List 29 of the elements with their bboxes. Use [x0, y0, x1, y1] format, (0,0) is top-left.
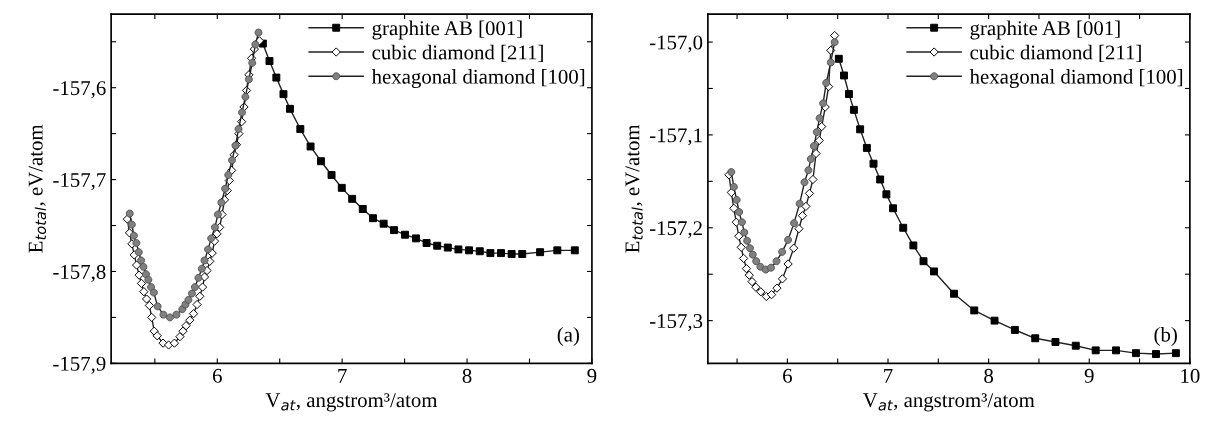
y-tick-label: -157,0 — [649, 35, 703, 53]
y-axis-title: E$_{total}$, eV/atom — [625, 124, 643, 253]
x-tick-label: 7 — [338, 369, 347, 383]
legend-label: graphite AB [001] — [372, 20, 522, 40]
y-tick-label: -157,9 — [53, 356, 106, 374]
legend-label: hexagonal diamond [100] — [969, 69, 1183, 89]
x-tick-label: 7 — [884, 369, 893, 383]
x-tick-label: 9 — [587, 368, 597, 383]
y-tick-label: -157,2 — [649, 221, 702, 239]
y-tick-label: -157,3 — [649, 314, 703, 332]
y-tick-label: -157,7 — [53, 173, 106, 191]
x-tick-label: 9 — [1084, 368, 1094, 383]
x-tick-label: 6 — [783, 368, 792, 383]
annotation: (a) — [557, 327, 579, 346]
y-axis-title: E$_{total}$, eV/atom — [28, 124, 47, 253]
legend-label: hexagonal diamond [100] — [371, 69, 585, 89]
y-tick-label: -157,1 — [649, 128, 702, 146]
x-axis-title: V$_{at}$, angstrom³/atom — [265, 393, 438, 412]
x-tick-label: 8 — [462, 368, 472, 383]
legend-label: graphite AB [001] — [970, 20, 1120, 40]
legend-label: cubic diamond [211] — [970, 44, 1141, 63]
x-tick-label: 10 — [1181, 368, 1200, 383]
annotation: (b) — [1154, 327, 1177, 346]
x-axis-title: V$_{at}$, angstrom³/atom — [862, 393, 1035, 412]
y-tick-label: -157,8 — [53, 264, 106, 282]
legend-label: cubic diamond [211] — [372, 44, 543, 63]
x-tick-label: 6 — [212, 368, 222, 383]
x-tick-label: 8 — [984, 368, 994, 383]
y-tick-label: -157,6 — [53, 81, 106, 99]
